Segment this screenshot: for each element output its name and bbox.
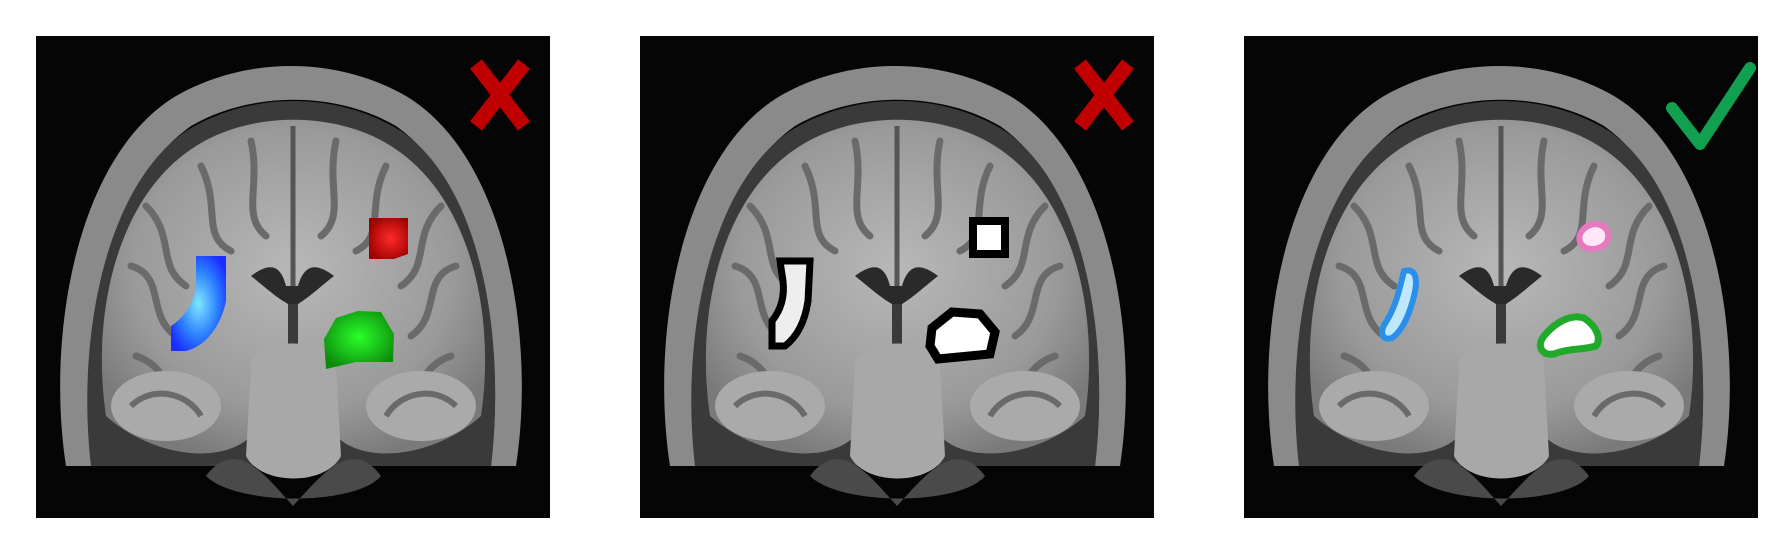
panel-black-outline xyxy=(640,36,1154,518)
cross-icon xyxy=(1074,59,1134,131)
check-icon xyxy=(1666,62,1756,150)
brain-image xyxy=(640,36,1154,518)
right-lower-region xyxy=(1536,313,1602,358)
left-insula-region xyxy=(1379,267,1419,342)
brain-image xyxy=(1244,36,1758,518)
panel-solid-fill xyxy=(36,36,550,518)
right-caudate-region xyxy=(1576,221,1612,252)
right-caudate-region xyxy=(369,218,408,259)
panel-colored-outline xyxy=(1244,36,1758,518)
cross-icon xyxy=(470,59,530,131)
right-lower-region xyxy=(324,311,394,369)
right-lower-region xyxy=(925,307,1000,364)
left-insula-region xyxy=(171,256,226,351)
left-insula-region xyxy=(768,257,814,350)
right-caudate-region xyxy=(969,217,1009,258)
brain-image xyxy=(36,36,550,518)
